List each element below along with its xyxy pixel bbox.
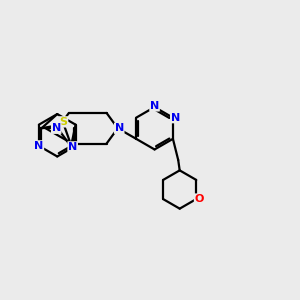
Text: N: N	[115, 123, 124, 133]
Text: N: N	[150, 101, 159, 111]
Text: S: S	[60, 117, 68, 127]
Text: O: O	[194, 194, 204, 204]
Text: N: N	[68, 142, 77, 152]
Text: N: N	[52, 123, 61, 133]
Text: N: N	[34, 141, 44, 151]
Text: N: N	[171, 113, 180, 123]
